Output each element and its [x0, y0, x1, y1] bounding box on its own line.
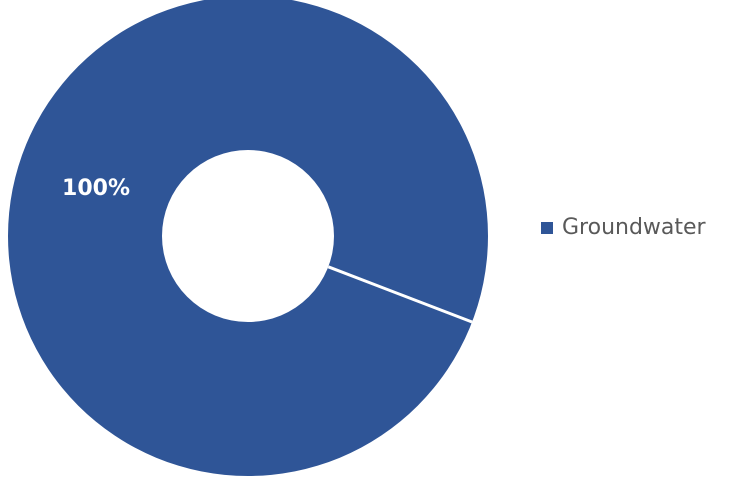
data-label-groundwater: 100% — [62, 176, 130, 201]
slices-layer — [8, 0, 488, 476]
legend-swatch — [541, 222, 553, 234]
labels-layer: 100% — [62, 176, 130, 201]
legend: Groundwater — [541, 215, 707, 240]
slice-separator — [327, 265, 473, 324]
legend-label: Groundwater — [562, 215, 707, 240]
donut-slice-groundwater — [8, 0, 488, 476]
